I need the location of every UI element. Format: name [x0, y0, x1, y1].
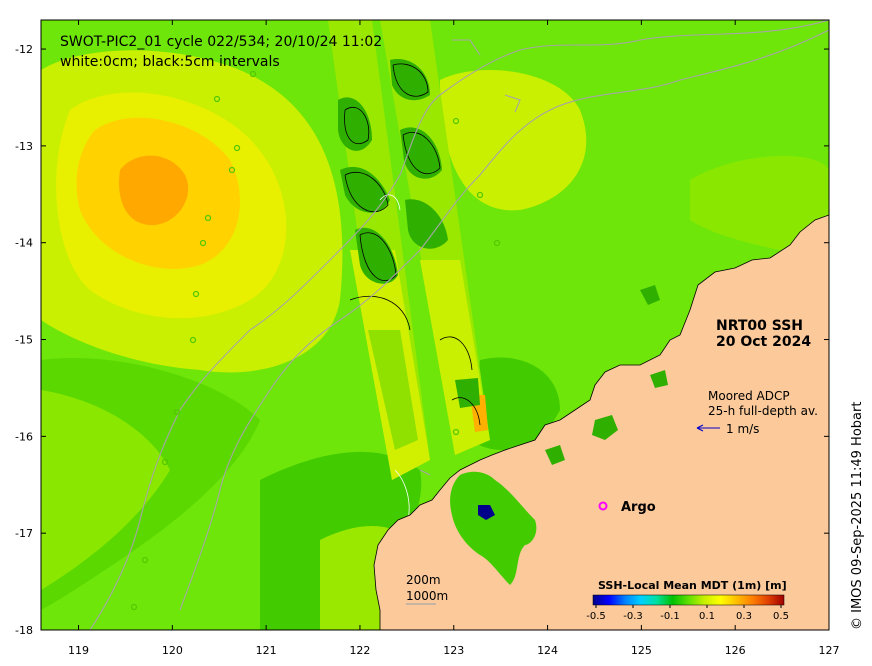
contour-lines — [344, 63, 481, 426]
plot-frame — [40, 19, 830, 631]
y-tick-label: -12 — [15, 43, 33, 56]
argo-legend-label: Argo — [621, 500, 656, 515]
x-tick-label: 127 — [819, 644, 840, 657]
y-tick-label: -13 — [15, 140, 33, 153]
adcp-label-line-2: 25-h full-depth av. — [708, 404, 818, 418]
ssh-contour-zone — [440, 70, 587, 211]
bathymetry-label-200m: 200m — [406, 573, 441, 587]
axis-ticks: 119 120 121 122 123 124 125 126 127 -12 -13 -14 -15 -… — [15, 20, 840, 657]
product-label-line-2: 20 Oct 2024 — [716, 334, 811, 350]
x-tick-label: 122 — [349, 644, 370, 657]
king-sound-inlet — [450, 471, 537, 585]
map-area — [41, 20, 829, 630]
colorbar — [592, 594, 785, 606]
colorbar-label: SSH-Local Mean MDT (1m) [m] — [598, 579, 787, 592]
bathymetry-label-1000m: 1000m — [406, 589, 448, 603]
x-tick-label: 121 — [256, 644, 277, 657]
swot-swath-left — [328, 20, 430, 480]
y-tick-label: -17 — [15, 527, 33, 540]
colorbar-tick-label: -0.3 — [623, 611, 643, 622]
y-tick-label: -16 — [15, 430, 33, 443]
coastal-islands — [545, 285, 668, 465]
adcp-label-line-1: Moored ADCP — [708, 389, 790, 403]
credit-text: © IMOS 09-Sep-2025 11:49 Hobart — [850, 402, 865, 630]
x-tick-label: 120 — [162, 644, 183, 657]
drifter-markers — [130, 70, 501, 611]
y-tick-label: -18 — [15, 624, 33, 637]
contour-lines-zero — [379, 194, 410, 521]
ssh-eddy-core — [119, 155, 189, 226]
adcp-scale-arrow — [696, 424, 720, 432]
coastline — [373, 214, 829, 630]
colorbar-ticks: -0.5 -0.3 -0.1 0.1 0.3 0.5 — [586, 605, 789, 622]
king-sound-deep — [478, 505, 495, 520]
x-tick-label: 125 — [631, 644, 652, 657]
x-tick-label: 124 — [537, 644, 558, 657]
title-line-1: SWOT-PIC2_01 cycle 022/534; 20/10/24 11:… — [60, 34, 382, 50]
colorbar-tick-label: 0.3 — [736, 611, 752, 622]
colorbar-tick-label: -0.1 — [660, 611, 680, 622]
y-tick-label: -14 — [15, 237, 33, 250]
colorbar-tick-label: -0.5 — [586, 611, 606, 622]
ssh-contour-zone — [690, 156, 829, 260]
x-tick-label: 126 — [725, 644, 746, 657]
ssh-contour-zone — [470, 357, 560, 450]
product-label-line-1: NRT00 SSH — [716, 318, 803, 334]
title-line-2: white:0cm; black:5cm intervals — [60, 54, 280, 70]
y-tick-label: -15 — [15, 334, 33, 347]
colorbar-tick-label: 0.5 — [773, 611, 789, 622]
x-tick-label: 123 — [443, 644, 464, 657]
bathymetry-contours — [89, 20, 829, 630]
adcp-scale-label: 1 m/s — [726, 422, 759, 436]
argo-float-marker — [598, 501, 608, 511]
colorbar-tick-label: 0.1 — [699, 611, 715, 622]
ssh-contour-zone — [41, 390, 170, 590]
x-tick-label: 119 — [68, 644, 89, 657]
swot-swath-right — [380, 20, 490, 455]
